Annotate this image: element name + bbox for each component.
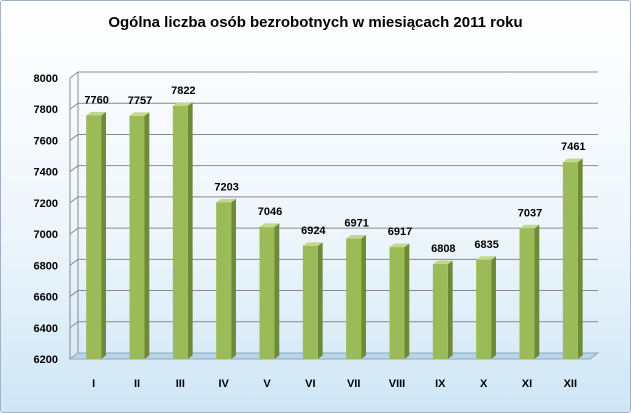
x-tick-label: VI bbox=[305, 378, 315, 390]
grid-line-diag bbox=[69, 71, 79, 79]
x-tick-label: XI bbox=[522, 378, 532, 390]
grid-line-diag bbox=[69, 258, 79, 266]
grid-line-diag bbox=[69, 134, 79, 141]
x-tick-label: IV bbox=[218, 378, 229, 390]
bar bbox=[476, 256, 496, 359]
x-tick-label: I bbox=[92, 378, 95, 390]
y-tick-label: 6400 bbox=[34, 323, 58, 335]
x-tick-label: X bbox=[480, 378, 488, 390]
data-label: 6924 bbox=[301, 225, 326, 237]
bar bbox=[86, 111, 106, 359]
x-tick-label: XII bbox=[564, 378, 577, 390]
data-label: 7461 bbox=[561, 141, 585, 153]
grid-lines bbox=[69, 71, 598, 360]
y-tick-label: 6200 bbox=[34, 354, 58, 366]
y-tick-label: 7800 bbox=[34, 104, 58, 116]
y-tick-label: 7000 bbox=[34, 229, 58, 241]
bar bbox=[389, 243, 410, 359]
bar bbox=[346, 235, 366, 359]
x-tick-label: VIII bbox=[389, 378, 406, 390]
data-label: 7203 bbox=[214, 181, 238, 193]
bars bbox=[86, 102, 583, 360]
y-tick-label: 6800 bbox=[34, 260, 58, 272]
bar bbox=[432, 260, 453, 359]
y-tick-label: 7600 bbox=[34, 135, 58, 147]
bar bbox=[216, 198, 236, 359]
grid-line-diag bbox=[69, 227, 79, 235]
data-label: 7822 bbox=[171, 85, 195, 97]
chart-floor-plane bbox=[68, 352, 600, 360]
bar bbox=[129, 112, 150, 360]
grid-line-diag bbox=[69, 290, 79, 297]
grid-line-diag bbox=[69, 196, 79, 204]
data-label: 7760 bbox=[84, 94, 108, 106]
data-label: 7757 bbox=[128, 95, 152, 107]
data-labels: 7760 7757 7822 7203 7046 6924 6971 6917 6808 6835… bbox=[84, 85, 585, 255]
data-label: 6917 bbox=[388, 226, 412, 238]
x-tick-label: VII bbox=[347, 378, 360, 390]
bar bbox=[562, 158, 583, 359]
grid-line-diag bbox=[69, 165, 79, 173]
y-tick-label: 7400 bbox=[34, 167, 58, 179]
x-tick-label: IX bbox=[435, 378, 446, 390]
bar bbox=[172, 102, 193, 359]
x-tick-label: III bbox=[176, 378, 185, 390]
x-tick-labels: I II III IV V VI VII VIII IX X XI XII bbox=[92, 378, 577, 390]
chart-floor bbox=[68, 352, 600, 360]
y-tick-label: 8000 bbox=[34, 73, 58, 85]
y-tick-label: 7200 bbox=[34, 198, 58, 210]
data-label: 6835 bbox=[474, 239, 498, 251]
grid-line-diag bbox=[69, 102, 79, 110]
data-label: 7046 bbox=[258, 206, 282, 218]
data-label: 6808 bbox=[431, 243, 455, 255]
grid-line-diag bbox=[69, 321, 79, 329]
y-tick-label: 6600 bbox=[34, 292, 58, 304]
chart-title: Ogólna liczba osób bezrobotnych w miesią… bbox=[108, 14, 523, 31]
bar bbox=[519, 224, 540, 359]
x-tick-label: II bbox=[134, 378, 140, 390]
x-tick-label: V bbox=[263, 378, 271, 390]
bar bbox=[259, 223, 280, 359]
data-label: 6971 bbox=[344, 218, 368, 230]
data-label: 7037 bbox=[518, 207, 542, 219]
bar bbox=[302, 242, 323, 359]
y-tick-labels: 6200 6400 6600 6800 7000 7200 7400 7600 7800 8000 bbox=[34, 73, 58, 366]
